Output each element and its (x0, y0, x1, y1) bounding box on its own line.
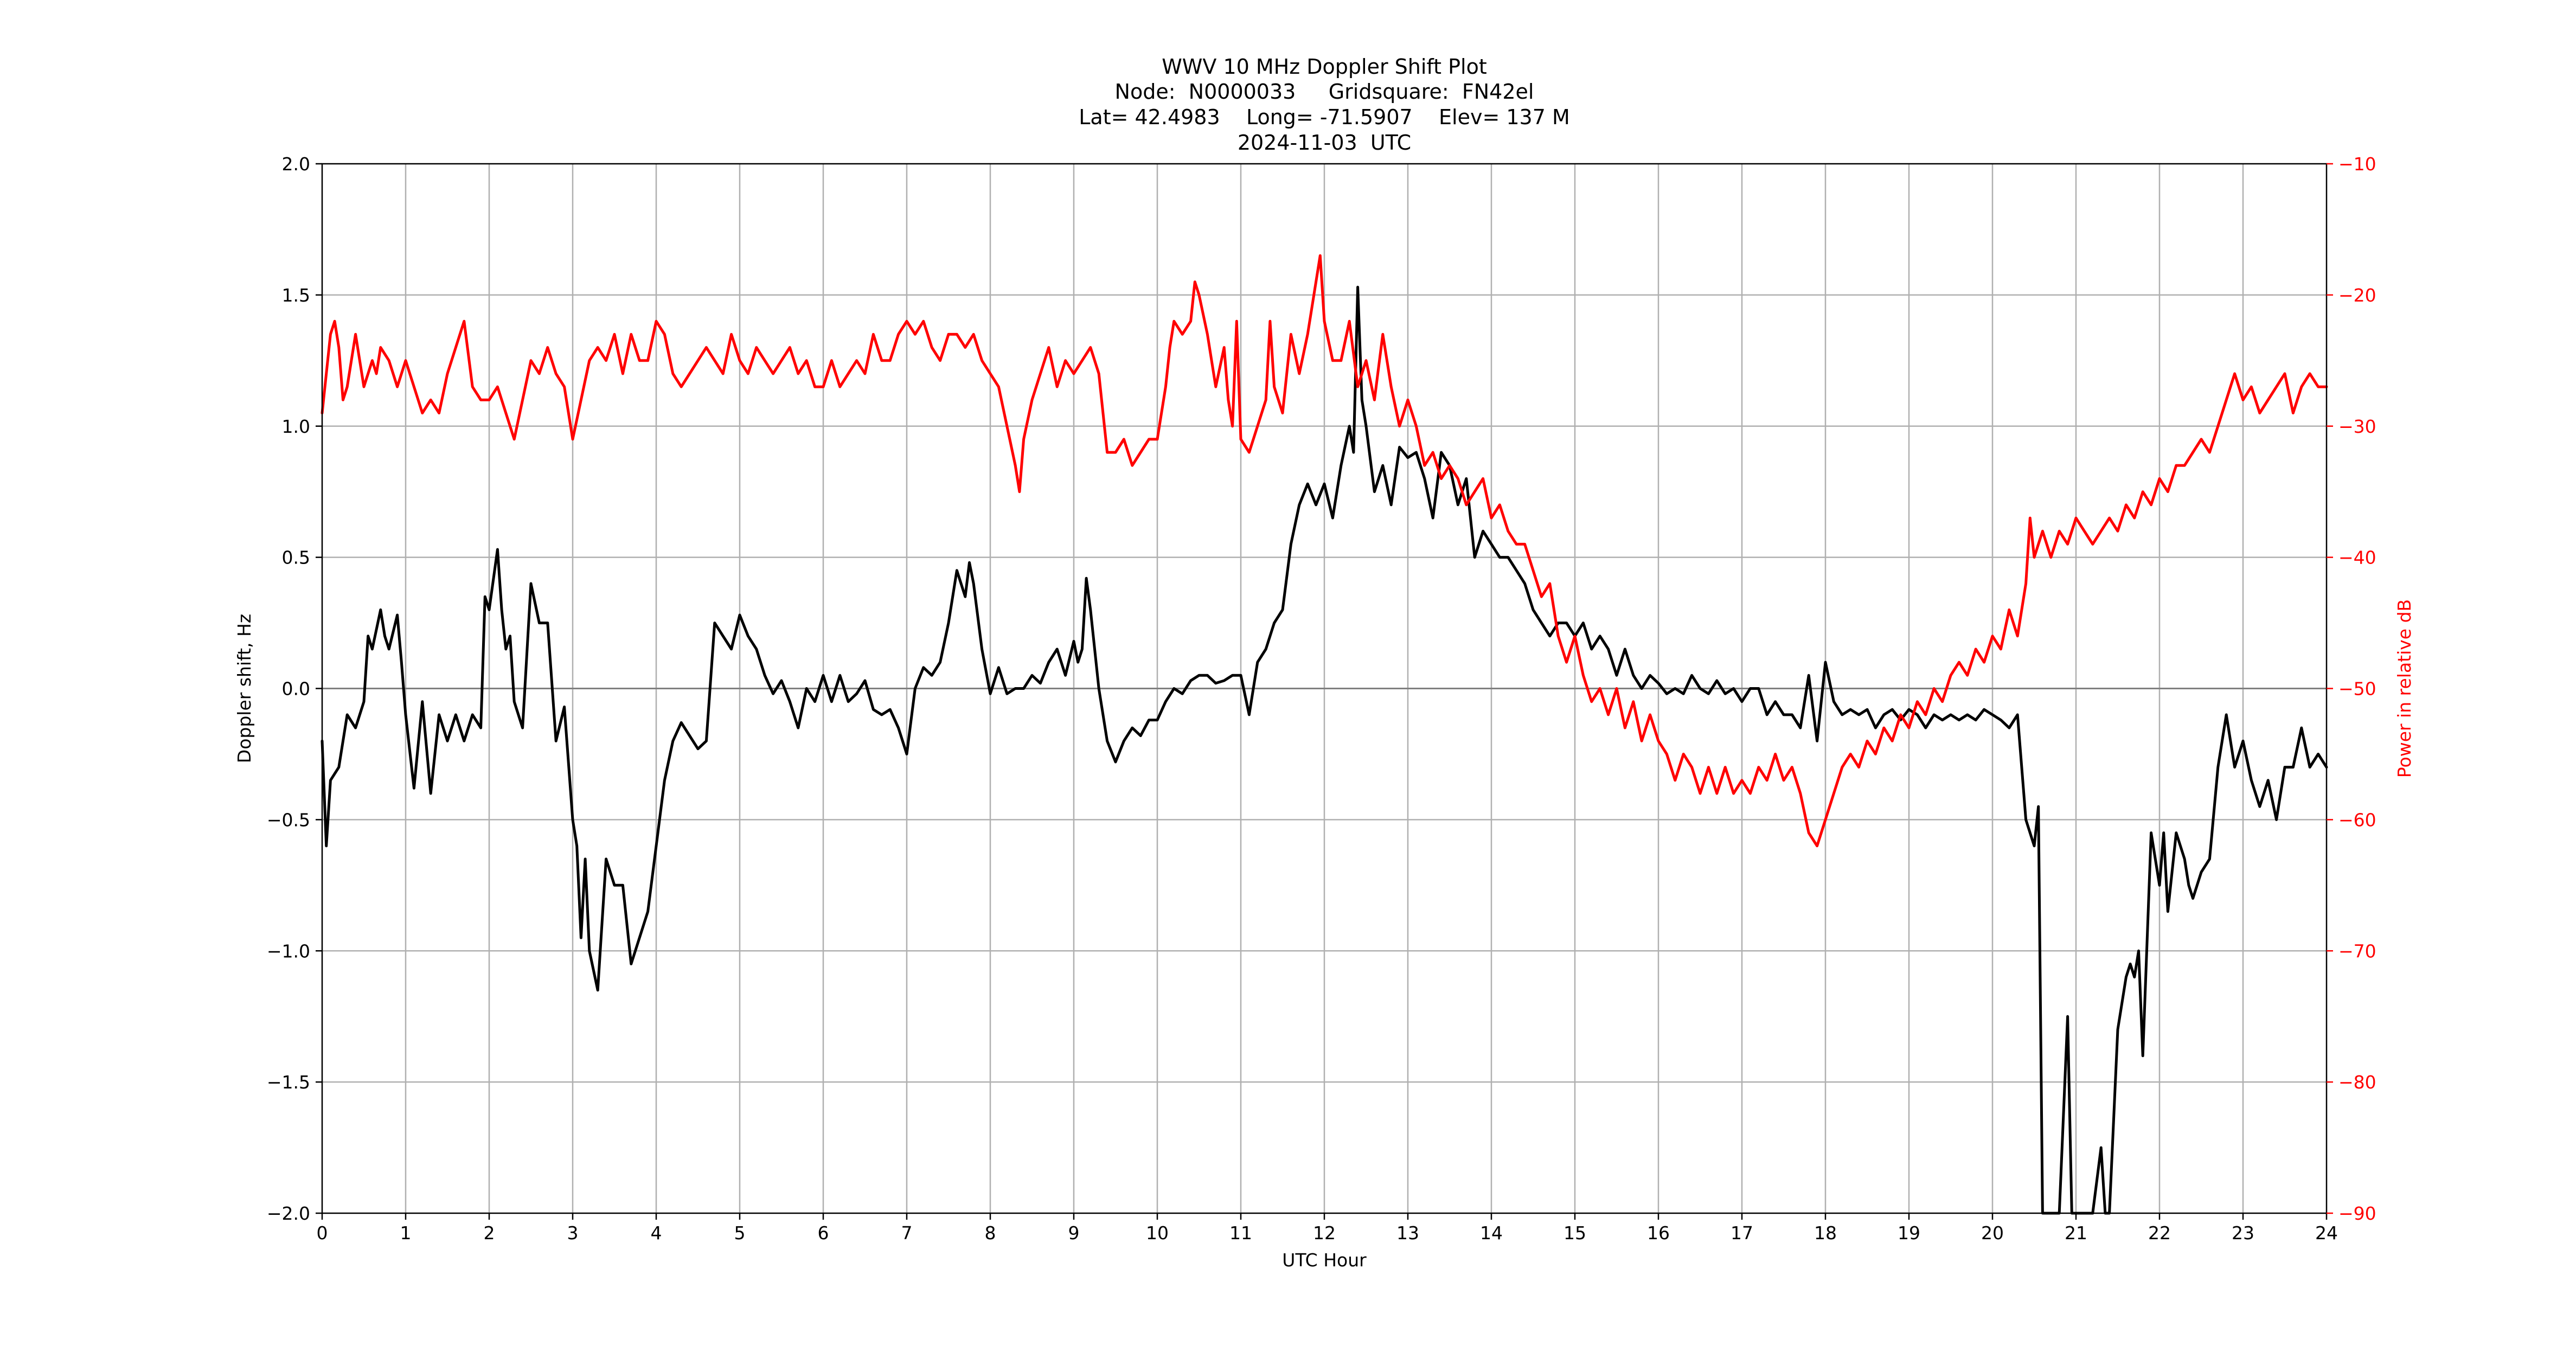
y-left-axis-label: Doppler shift, Hz (234, 614, 255, 763)
x-tick-label: 21 (2065, 1222, 2087, 1244)
chart-title-line: Node: N0000033 Gridsquare: FN42el (1115, 80, 1534, 104)
x-tick-label: 24 (2315, 1222, 2338, 1244)
x-tick-label: 17 (1731, 1222, 1753, 1244)
y-right-tick-label: −60 (2338, 809, 2376, 830)
x-tick-label: 2 (484, 1222, 495, 1244)
x-tick-label: 16 (1647, 1222, 1670, 1244)
y-left-tick-label: 0.0 (282, 678, 310, 700)
y-right-tick-label: −90 (2338, 1203, 2376, 1224)
y-left-tick-label: 0.5 (282, 547, 310, 568)
x-tick-label: 0 (317, 1222, 328, 1244)
x-tick-label: 14 (1480, 1222, 1503, 1244)
y-right-tick-label: −20 (2338, 285, 2376, 306)
chart-title-line: WWV 10 MHz Doppler Shift Plot (1162, 55, 1487, 79)
x-axis-label: UTC Hour (1282, 1250, 1367, 1271)
y-right-tick-label: −40 (2338, 547, 2376, 568)
power-line (321, 254, 2328, 848)
x-tick-label: 8 (985, 1222, 996, 1244)
x-tick-label: 9 (1068, 1222, 1080, 1244)
x-tick-label: 22 (2148, 1222, 2171, 1244)
y-left-tick-label: 2.0 (282, 153, 310, 175)
x-tick-label: 13 (1396, 1222, 1419, 1244)
y-left-tick-label: −1.0 (267, 940, 310, 962)
y-left-tick-label: −2.0 (267, 1203, 310, 1224)
x-tick-label: 1 (400, 1222, 412, 1244)
y-right-tick-label: −10 (2338, 153, 2376, 175)
x-tick-label: 7 (901, 1222, 913, 1244)
y-right-axis-label: Power in relative dB (2394, 599, 2415, 778)
y-right-tick-label: −30 (2338, 416, 2376, 437)
y-right-tick-label: −80 (2338, 1072, 2376, 1093)
x-tick-label: 15 (1563, 1222, 1586, 1244)
x-tick-label: 23 (2232, 1222, 2254, 1244)
x-tick-label: 12 (1313, 1222, 1336, 1244)
x-tick-label: 10 (1146, 1222, 1169, 1244)
x-tick-label: 19 (1898, 1222, 1920, 1244)
y-left-tick-label: 1.5 (282, 285, 310, 306)
x-tick-label: 6 (818, 1222, 829, 1244)
y-left-tick-label: −0.5 (267, 809, 310, 830)
doppler-shift-line (321, 285, 2328, 1215)
chart-title-line: 2024-11-03 UTC (1238, 131, 1411, 155)
y-right-tick-label: −70 (2338, 940, 2376, 962)
y-left-tick-label: −1.5 (267, 1072, 310, 1093)
x-tick-label: 11 (1229, 1222, 1252, 1244)
x-tick-label: 20 (1981, 1222, 2004, 1244)
chart-title-line: Lat= 42.4983 Long= -71.5907 Elev= 137 M (1079, 105, 1570, 129)
x-tick-label: 18 (1814, 1222, 1837, 1244)
y-left-tick-label: 1.0 (282, 416, 310, 437)
y-right-tick-label: −50 (2338, 678, 2376, 700)
x-tick-label: 4 (651, 1222, 662, 1244)
x-tick-label: 3 (567, 1222, 579, 1244)
x-tick-label: 5 (734, 1222, 746, 1244)
